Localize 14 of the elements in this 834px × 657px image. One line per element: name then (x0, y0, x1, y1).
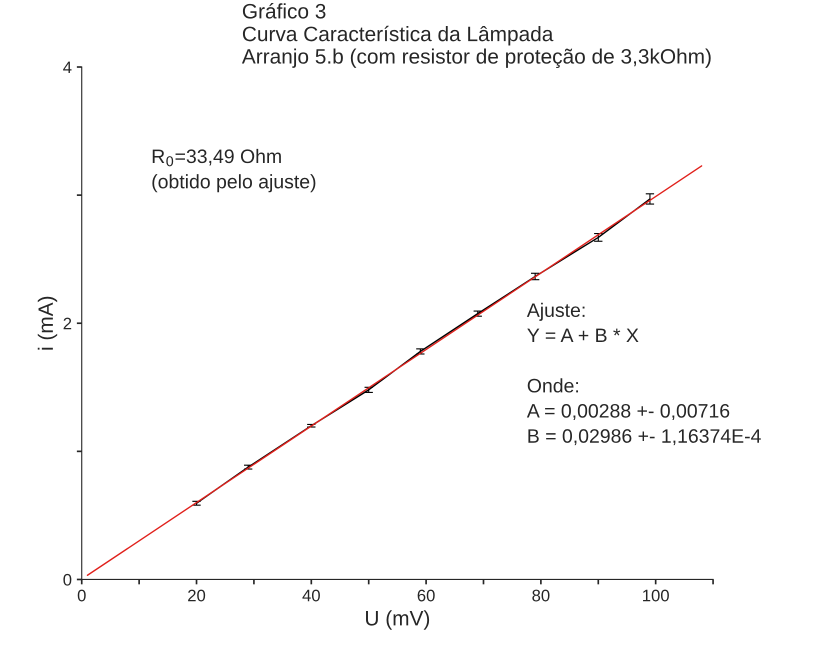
x-tick-label: 80 (532, 590, 550, 602)
y-tick-label: 0 (63, 574, 72, 586)
text: Ajuste: Y = A + B * X Onde: A = 0,00288 +- 0,00716 B = 0,02986 +- 1,16374E-4 (526, 302, 761, 446)
chart-title: Gráfico 3 Curva Característica da Lâmpada Arranjo 5.b (com resistor de proteção de 3,3kOhm) (242, 3, 711, 68)
x-tick-label: 40 (302, 590, 320, 602)
y-axis-title: i (mA) (38, 296, 58, 350)
x-tick-label: 20 (188, 590, 206, 602)
y-tick-label: 4 (63, 62, 72, 74)
x-tick-label: 60 (418, 590, 435, 602)
y-tick-label: 2 (64, 318, 72, 330)
x-tick-label: 0 (78, 590, 86, 602)
x-tick-label: 100 (643, 590, 669, 602)
x-axis-title: U (mV) (366, 610, 430, 630)
annotation: R$_{0}$=33,49 Ohm (obtido pelo ajuste) (152, 148, 316, 192)
